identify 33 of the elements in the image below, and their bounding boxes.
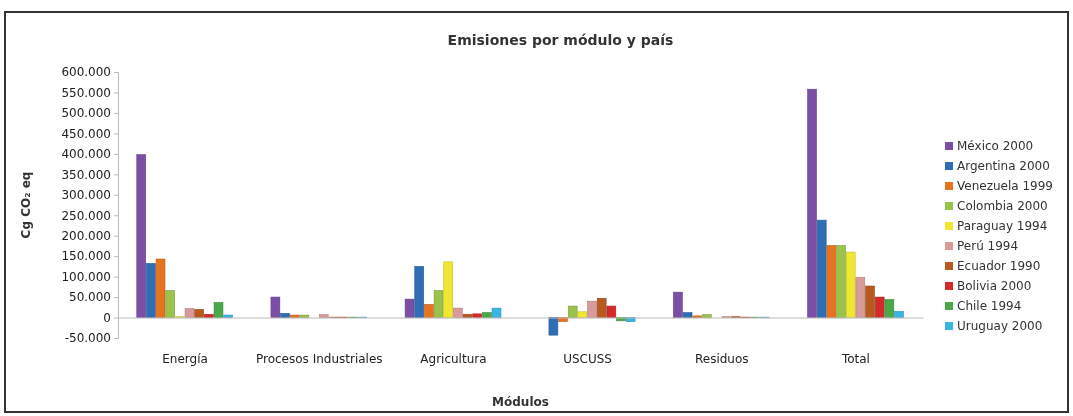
legend-label: Venezuela 1999 [957,179,1053,193]
y-tick-label: 250.000 [61,208,111,223]
x-tick-label: USCUSS [563,352,612,366]
legend-label: Colombia 2000 [957,199,1048,213]
x-tick-label: Energía [162,352,208,366]
y-tick-label: 200.000 [61,229,111,244]
legend-label: Argentina 2000 [957,159,1050,173]
x-tick-label: Residuos [694,352,749,366]
y-tick-label: 450.000 [61,126,111,141]
x-tick-label: Agricultura [420,352,487,366]
chart-title: Emisiones por módulo y país [447,32,674,48]
y-tick-label: 50.000 [69,290,111,305]
y-tick-label: 350.000 [61,167,111,182]
x-axis-title: Módulos [492,395,549,409]
y-tick-label: -50.000 [64,331,111,346]
y-tick-label: 100.000 [61,269,111,284]
legend-label: Uruguay 2000 [957,319,1043,333]
x-tick-label: Total [840,352,870,366]
y-tick-label: 400.000 [61,147,111,162]
legend-label: Chile 1994 [957,299,1022,313]
y-tick-label: 150.000 [61,249,111,264]
legend-label: Bolivia 2000 [957,279,1032,293]
x-tick-label: Procesos Industriales [255,352,383,366]
y-axis-title: Cg CO₂ eq [19,171,33,239]
y-tick-label: 300.000 [61,188,111,203]
y-tick-label: 550.000 [61,85,111,100]
y-tick-label: 600.000 [61,65,111,80]
legend-label: Paraguay 1994 [957,219,1048,233]
legend-label: Ecuador 1990 [957,259,1041,273]
legend-label: Perú 1994 [957,239,1019,253]
y-tick-label: 0 [103,310,111,325]
y-tick-label: 500.000 [61,106,111,121]
legend-label: México 2000 [957,139,1034,153]
